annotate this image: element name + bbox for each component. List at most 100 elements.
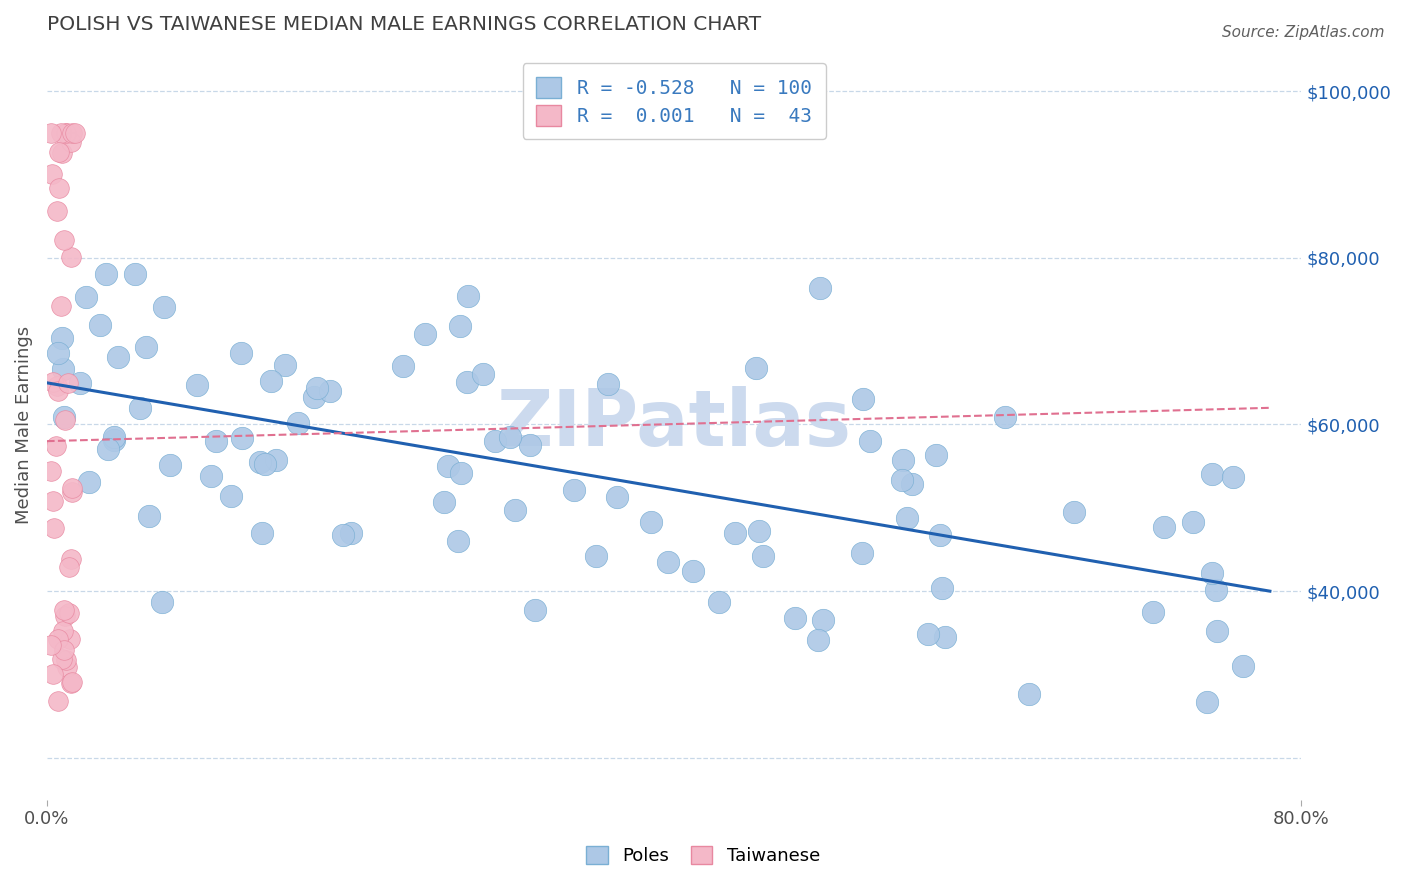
Point [53,233,76,247]
Point [42,667,65,681]
Point [41,126,63,140]
Point [994,410,1017,425]
Point [807,633,830,648]
Point [41,167,63,181]
Point [1205,624,1227,638]
Point [562,483,585,498]
Point [1205,582,1227,597]
Point [62,126,84,140]
Point [53,609,76,624]
Point [1153,519,1175,533]
Point [41,464,63,478]
Point [745,360,768,375]
Y-axis label: Median Male Earnings: Median Male Earnings [15,326,32,524]
Point [707,595,730,609]
Point [150,595,173,609]
Point [606,490,628,504]
Point [640,515,662,529]
Point [1063,505,1085,519]
Point [893,453,915,467]
Point [896,511,918,525]
Point [436,458,458,473]
Point [1222,470,1244,484]
Point [62,674,84,689]
Point [231,431,253,445]
Point [75,290,97,304]
Point [900,476,922,491]
Point [41,375,63,389]
Point [1182,515,1205,529]
Point [449,318,471,333]
Point [472,368,495,382]
Point [1201,467,1223,481]
Point [46,346,69,360]
Point [55,126,77,140]
Point [657,555,679,569]
Point [52,624,75,638]
Point [58,560,80,574]
Point [138,508,160,523]
Point [934,630,956,644]
Point [51,331,73,345]
Text: POLISH VS TAIWANESE MEDIAN MALE EARNINGS CORRELATION CHART: POLISH VS TAIWANESE MEDIAN MALE EARNINGS… [46,15,761,34]
Legend: Poles, Taiwanese: Poles, Taiwanese [579,838,827,872]
Point [96,268,118,282]
Point [287,416,309,430]
Point [39,639,62,653]
Point [124,268,146,282]
Point [128,401,150,416]
Point [200,468,222,483]
Point [51,652,73,666]
Point [62,484,84,499]
Point [808,281,831,295]
Point [456,376,478,390]
Point [45,379,67,393]
Point [748,524,770,538]
Point [319,384,342,398]
Point [340,525,363,540]
Point [58,376,80,390]
Point [503,502,526,516]
Point [58,606,80,620]
Point [89,318,111,333]
Point [45,439,67,453]
Point [523,603,546,617]
Point [60,676,83,690]
Point [41,493,63,508]
Point [249,455,271,469]
Point [253,457,276,471]
Point [204,434,226,448]
Point [305,381,328,395]
Point [519,438,541,452]
Point [264,453,287,467]
Point [46,632,69,647]
Point [51,146,73,161]
Point [931,581,953,595]
Point [48,693,70,707]
Point [457,288,479,302]
Point [69,376,91,391]
Point [42,520,65,534]
Point [51,299,73,313]
Point [56,660,79,674]
Legend: R = -0.528   N = 100, R =  0.001   N =  43: R = -0.528 N = 100, R = 0.001 N = 43 [523,63,825,139]
Point [928,527,950,541]
Point [724,526,747,541]
Point [59,135,82,149]
Point [446,534,468,549]
Point [392,359,415,374]
Point [53,643,76,657]
Point [890,474,912,488]
Point [852,392,875,407]
Point [332,527,354,541]
Point [1018,687,1040,701]
Point [103,433,125,447]
Point [250,526,273,541]
Point [925,448,948,462]
Point [785,611,807,625]
Point [859,434,882,449]
Point [52,409,75,424]
Point [1197,695,1219,709]
Point [46,384,69,398]
Point [450,466,472,480]
